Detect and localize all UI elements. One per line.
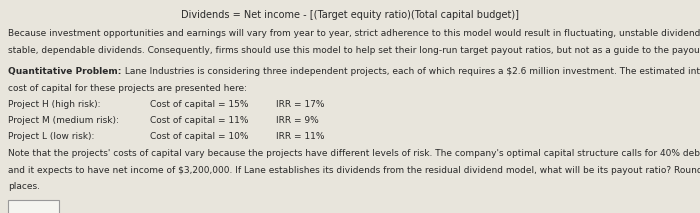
- Text: Project M (medium risk):: Project M (medium risk):: [8, 116, 119, 125]
- Text: and it expects to have net income of $3,200,000. If Lane establishes its dividen: and it expects to have net income of $3,…: [8, 166, 700, 175]
- Text: Lane Industries is considering three independent projects, each of which require: Lane Industries is considering three ind…: [122, 67, 700, 76]
- Text: Project H (high risk):: Project H (high risk):: [8, 100, 101, 109]
- Text: IRR = 17%: IRR = 17%: [276, 100, 325, 109]
- Text: Cost of capital = 10%: Cost of capital = 10%: [150, 132, 249, 141]
- Bar: [8, 200, 59, 213]
- Text: Cost of capital = 15%: Cost of capital = 15%: [150, 100, 249, 109]
- Text: Cost of capital = 11%: Cost of capital = 11%: [150, 116, 249, 125]
- Text: cost of capital for these projects are presented here:: cost of capital for these projects are p…: [8, 84, 247, 93]
- Text: places.: places.: [8, 182, 41, 191]
- Text: Quantitative Problem:: Quantitative Problem:: [8, 67, 122, 76]
- Text: IRR = 9%: IRR = 9%: [276, 116, 319, 125]
- Text: Project L (low risk):: Project L (low risk):: [8, 132, 95, 141]
- Text: Dividends = Net income - [(Target equity ratio)(Total capital budget)]: Dividends = Net income - [(Target equity…: [181, 10, 519, 20]
- Text: IRR = 11%: IRR = 11%: [276, 132, 325, 141]
- Text: Quantitative Problem:: Quantitative Problem:: [8, 67, 122, 76]
- Text: Because investment opportunities and earnings will vary from year to year, stric: Because investment opportunities and ear…: [8, 29, 700, 38]
- Text: stable, dependable dividends. Consequently, firms should use this model to help : stable, dependable dividends. Consequent…: [8, 46, 700, 55]
- Text: Note that the projects' costs of capital vary because the projects have differen: Note that the projects' costs of capital…: [8, 149, 700, 158]
